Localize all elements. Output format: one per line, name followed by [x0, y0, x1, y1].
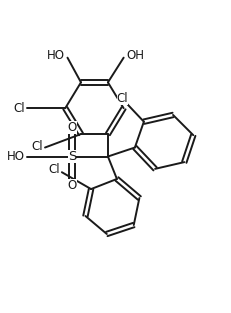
Text: Cl: Cl — [13, 102, 25, 115]
Text: Cl: Cl — [31, 140, 43, 153]
Text: HO: HO — [47, 49, 65, 62]
Text: OH: OH — [125, 49, 143, 62]
Text: HO: HO — [7, 150, 25, 163]
Text: Cl: Cl — [116, 92, 128, 105]
Text: O: O — [67, 179, 76, 192]
Text: S: S — [67, 150, 76, 163]
Text: O: O — [67, 121, 76, 134]
Text: Cl: Cl — [48, 163, 59, 177]
